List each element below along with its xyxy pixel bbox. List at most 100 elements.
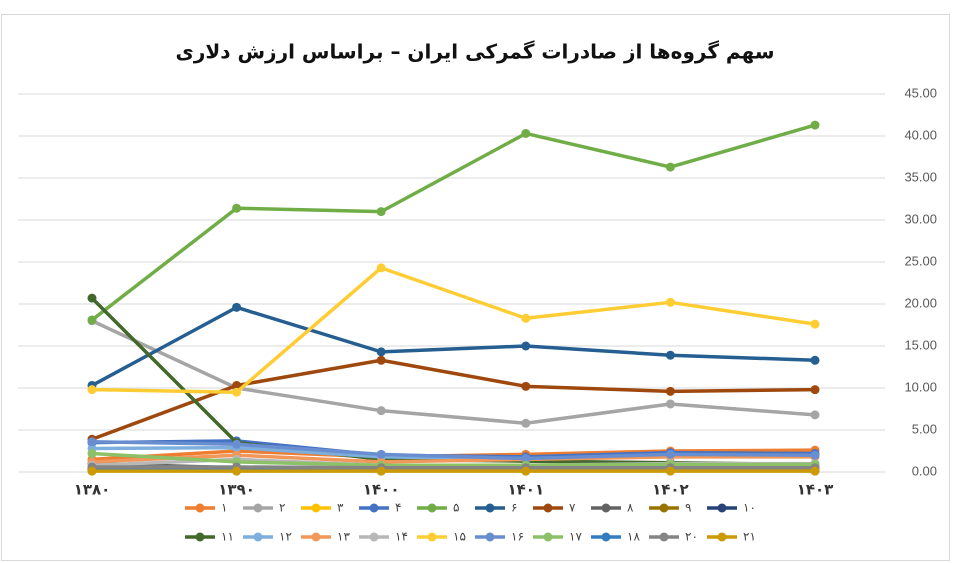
series-line xyxy=(91,358,816,441)
data-point xyxy=(810,450,820,460)
data-point xyxy=(521,313,531,323)
data-point xyxy=(376,207,386,217)
data-point xyxy=(665,350,675,360)
data-point xyxy=(810,385,820,395)
data-point xyxy=(521,454,531,464)
data-point xyxy=(376,406,386,416)
legend-marker xyxy=(659,532,669,542)
legend-label: ۱۳ xyxy=(337,530,350,544)
legend-label: ۱ xyxy=(221,501,227,515)
data-point xyxy=(665,162,675,172)
legend-label: ۷ xyxy=(569,501,576,515)
data-point xyxy=(87,449,97,459)
data-point xyxy=(87,315,97,325)
legend-marker xyxy=(369,532,379,542)
data-point xyxy=(810,355,820,365)
legend-label: ۹ xyxy=(685,501,691,515)
y-tick-label: 30.00 xyxy=(904,211,937,226)
data-point xyxy=(665,449,675,459)
x-tick-label: ۱۳۸۰ xyxy=(74,481,111,499)
y-tick-label: 15.00 xyxy=(904,337,937,352)
data-point xyxy=(810,466,820,476)
data-point xyxy=(232,203,242,213)
legend-label: ۱۲ xyxy=(279,530,292,544)
legend-label: ۱۶ xyxy=(511,530,524,544)
legend-marker xyxy=(485,503,495,513)
legend-marker xyxy=(601,503,611,513)
chart-title: سهم گروه‌ها از صادرات گمرکی ایران – براس… xyxy=(176,40,775,64)
legend-label: ۱۱ xyxy=(221,530,234,544)
legend-label: ۸ xyxy=(627,501,634,515)
series-line xyxy=(91,266,816,394)
legend-label: ۵ xyxy=(453,501,459,515)
x-tick-label: ۱۳۹۰ xyxy=(218,481,255,499)
data-point xyxy=(810,410,820,420)
x-tick-label: ۱۴۰۳ xyxy=(797,481,834,499)
series-line xyxy=(91,319,816,426)
legend-marker xyxy=(195,532,205,542)
y-tick-label: 45.00 xyxy=(904,85,937,100)
series-line xyxy=(91,451,815,468)
y-tick-label: 0.00 xyxy=(912,463,937,478)
data-point xyxy=(376,466,386,476)
data-point xyxy=(87,385,97,395)
legend-label: ۱۰ xyxy=(743,501,756,515)
data-point xyxy=(376,347,386,357)
legend-marker xyxy=(543,532,553,542)
y-tick-label: 5.00 xyxy=(912,421,937,436)
chart-frame xyxy=(1,14,950,561)
data-point xyxy=(232,387,242,397)
legend-marker xyxy=(311,503,321,513)
legend-label: ۱۵ xyxy=(453,530,466,544)
data-point xyxy=(376,355,386,365)
legend-label: ۲۱ xyxy=(743,530,756,544)
series-line xyxy=(91,453,815,464)
y-tick-label: 25.00 xyxy=(904,253,937,268)
legend-label: ۶ xyxy=(511,501,517,515)
legend-marker xyxy=(485,532,495,542)
y-tick-label: 40.00 xyxy=(904,127,937,142)
data-point xyxy=(521,381,531,391)
legend-marker xyxy=(253,503,263,513)
legend-marker xyxy=(543,503,553,513)
data-point xyxy=(665,466,675,476)
y-tick-label: 20.00 xyxy=(904,295,937,310)
legend-marker xyxy=(195,503,205,513)
legend-marker xyxy=(253,532,263,542)
legend-marker xyxy=(311,532,321,542)
series-line xyxy=(90,123,816,322)
legend-marker xyxy=(427,503,437,513)
data-point xyxy=(665,297,675,307)
data-point xyxy=(810,120,820,130)
legend-marker xyxy=(717,532,727,542)
legend-marker xyxy=(717,503,727,513)
legend-label: ۱۴ xyxy=(395,530,408,544)
data-point xyxy=(232,466,242,476)
y-tick-label: 35.00 xyxy=(904,169,937,184)
legend-label: ۴ xyxy=(395,501,401,515)
x-tick-label: ۱۴۰۱ xyxy=(507,481,544,499)
data-point xyxy=(521,128,531,138)
data-point xyxy=(87,437,97,447)
data-point xyxy=(376,263,386,273)
x-tick-label: ۱۴۰۰ xyxy=(363,481,400,499)
data-point xyxy=(665,386,675,396)
data-point xyxy=(232,380,242,390)
legend-marker xyxy=(369,503,379,513)
series-line xyxy=(91,440,816,461)
data-point xyxy=(665,399,675,409)
data-point xyxy=(521,341,531,351)
legend-marker xyxy=(601,532,611,542)
y-tick-label: 10.00 xyxy=(904,379,937,394)
legend-label: ۱۸ xyxy=(627,530,640,544)
series-line xyxy=(91,305,816,388)
x-tick-label: ۱۴۰۲ xyxy=(652,481,689,499)
data-point xyxy=(376,449,386,459)
data-point xyxy=(521,418,531,428)
data-point xyxy=(232,439,242,449)
legend-label: ۲۰ xyxy=(685,530,698,544)
legend-label: ۱۷ xyxy=(569,530,582,544)
data-point xyxy=(521,466,531,476)
legend-label: ۳ xyxy=(337,501,344,515)
